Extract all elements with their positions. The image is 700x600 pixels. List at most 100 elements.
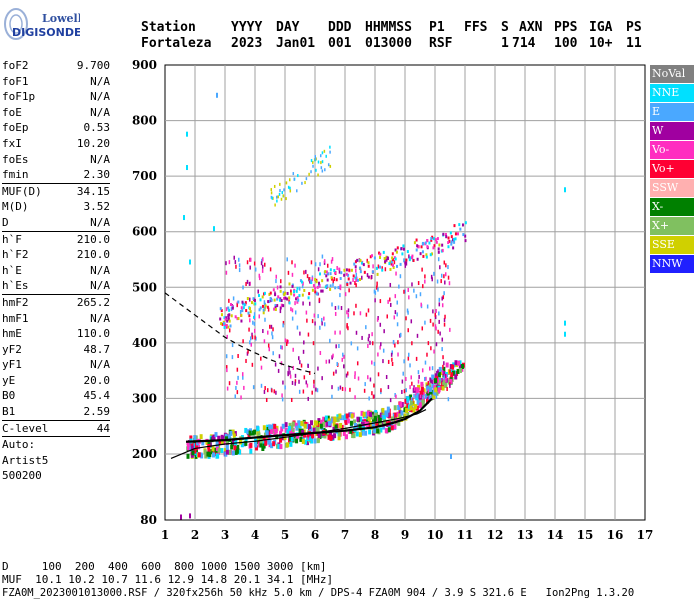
echo-point — [284, 296, 287, 300]
echo-point — [298, 379, 300, 384]
echo-point — [315, 387, 317, 392]
echo-point — [240, 319, 243, 323]
echo-point — [264, 262, 266, 267]
echo-point — [256, 426, 260, 432]
echo-point — [369, 255, 372, 259]
echo-point — [221, 435, 225, 441]
x-tick-label: 2 — [191, 528, 199, 542]
echo-point — [332, 279, 335, 284]
echo-point — [227, 317, 230, 321]
param-label: Auto: — [2, 438, 36, 452]
echo-point — [321, 169, 324, 173]
echo-point — [427, 382, 431, 388]
echo-point — [306, 318, 308, 323]
echo-point — [400, 410, 404, 416]
echo-point — [273, 389, 276, 394]
echo-point — [311, 390, 313, 395]
echo-point — [390, 352, 393, 357]
echo-point — [342, 352, 344, 357]
echo-point — [332, 371, 335, 376]
echo-point — [389, 297, 391, 302]
echo-point — [314, 262, 317, 267]
echo-point — [296, 189, 298, 193]
echo-point — [397, 420, 401, 426]
echo-point — [403, 359, 405, 364]
echo-point — [263, 306, 266, 310]
echo-point — [307, 332, 310, 337]
echo-point — [259, 306, 262, 310]
echo-point — [352, 277, 354, 282]
echo-point — [206, 451, 210, 457]
echo-point — [262, 257, 264, 262]
echo-point — [445, 235, 448, 239]
echo-point — [271, 331, 273, 336]
echo-point — [431, 252, 434, 256]
echo-point — [454, 360, 458, 366]
echo-point — [254, 328, 256, 333]
echo-point — [394, 343, 396, 348]
echo-point — [269, 291, 272, 295]
echo-point — [432, 322, 434, 327]
echo-point — [323, 316, 325, 321]
echo-point — [343, 268, 346, 272]
echo-point — [194, 453, 198, 459]
footer-distance: D 100 200 400 600 800 1000 1500 3000 [km… — [2, 560, 327, 573]
echo-point — [444, 314, 446, 319]
echo-point — [249, 257, 251, 262]
echo-point — [337, 386, 340, 391]
echo-point — [220, 448, 224, 454]
echo-point — [331, 257, 334, 262]
echo-point — [234, 315, 237, 319]
echo-point — [260, 365, 263, 370]
echo-point — [434, 312, 436, 317]
echo-point — [399, 333, 401, 338]
echo-point — [270, 191, 273, 195]
echo-point — [244, 301, 247, 305]
echo-point — [286, 297, 289, 301]
echo-point — [273, 307, 276, 311]
echo-point — [338, 344, 340, 349]
param-row: h`F2 210.0 — [2, 247, 110, 263]
echo-point — [394, 310, 397, 315]
echo-point — [257, 432, 261, 438]
echo-point — [254, 302, 257, 306]
echo-point — [210, 449, 214, 455]
echo-point — [422, 254, 425, 258]
echo-point — [402, 244, 405, 248]
param-value: 44 — [96, 421, 110, 435]
echo-point — [335, 369, 337, 374]
echo-point — [268, 292, 271, 296]
echo-point — [247, 311, 250, 315]
echo-point — [345, 413, 349, 419]
echo-point — [334, 311, 337, 316]
param-value: 34.15 — [76, 184, 110, 198]
echo-point — [259, 442, 263, 448]
echo-point — [438, 311, 440, 316]
echo-point — [248, 307, 251, 311]
echo-point — [273, 431, 277, 437]
echo-point — [422, 388, 426, 394]
echo-point — [331, 385, 333, 390]
echo-point — [395, 250, 398, 254]
echo-point — [253, 261, 256, 266]
echo-point — [285, 197, 287, 201]
echo-point — [419, 292, 422, 297]
echo-point — [267, 300, 270, 304]
echo-point — [253, 315, 256, 319]
echo-point — [258, 276, 261, 281]
echo-point — [229, 324, 232, 328]
echo-point — [348, 268, 351, 272]
echo-point — [385, 375, 388, 380]
y-tick-label: 80 — [140, 513, 157, 527]
x-tick-label: 15 — [577, 528, 594, 542]
echo-point — [329, 268, 332, 272]
echo-point — [305, 310, 308, 315]
echo-point — [294, 373, 297, 378]
echo-point — [243, 303, 246, 307]
echo-point — [317, 173, 319, 177]
footer-file-info: FZA0M_2023001013000.RSF / 320fx256h 50 k… — [2, 587, 635, 599]
echo-point — [420, 403, 424, 409]
echo-point — [326, 272, 329, 276]
echo-point — [428, 395, 432, 401]
